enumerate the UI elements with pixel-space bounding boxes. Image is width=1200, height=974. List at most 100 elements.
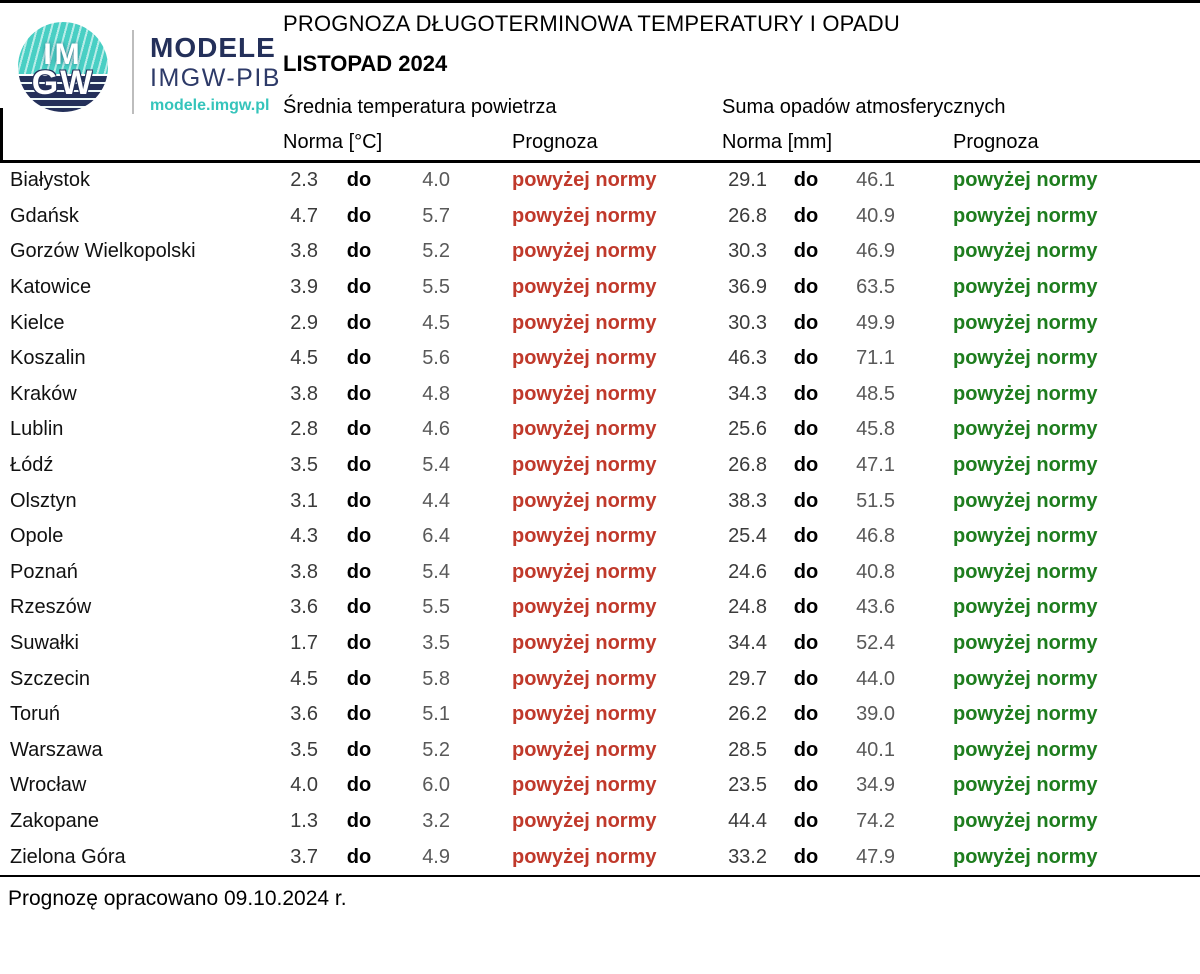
precip-norm-high: 48.5 — [856, 382, 895, 405]
temp-norm-low: 3.1 — [290, 489, 318, 512]
do-separator: do — [793, 596, 819, 619]
do-separator: do — [346, 774, 372, 797]
temp-norm-high: 5.5 — [422, 596, 450, 619]
city-name: Kraków — [10, 382, 77, 405]
forecast-date-note: Prognozę opracowano 09.10.2024 r. — [8, 887, 347, 910]
table-row: Zielona Góra 3.7 do 4.9 powyżej normy 33.2 do 4… — [0, 839, 1200, 875]
precip-prognoza: powyżej normy — [953, 596, 1098, 619]
precip-prognoza: powyżej normy — [953, 560, 1098, 583]
table-row: Katowice 3.9 do 5.5 powyżej normy 36.9 do 63.5 p… — [0, 270, 1200, 306]
do-separator: do — [793, 382, 819, 405]
do-separator: do — [793, 560, 819, 583]
do-separator: do — [346, 454, 372, 477]
city-name: Toruń — [10, 703, 61, 726]
column-header-row: Norma [°C] Prognoza Norma [mm] Prognoza — [0, 131, 1200, 154]
city-name: Suwałki — [10, 632, 79, 655]
city-name: Zielona Góra — [10, 845, 126, 868]
city-name: Gdańsk — [10, 204, 79, 227]
temp-norm-low: 3.8 — [290, 382, 318, 405]
table-row: Rzeszów 3.6 do 5.5 powyżej normy 24.8 do 43.6 po… — [0, 590, 1200, 626]
precip-norm-low: 46.3 — [728, 347, 767, 370]
temp-norm-low: 3.5 — [290, 738, 318, 761]
temp-norm-high: 3.2 — [422, 809, 450, 832]
precip-norm-low: 44.4 — [728, 809, 767, 832]
precip-norm-high: 71.1 — [856, 347, 895, 370]
temp-norm-low: 4.5 — [290, 347, 318, 370]
temp-norm-high: 5.1 — [422, 703, 450, 726]
precip-norm-high: 39.0 — [856, 703, 895, 726]
do-separator: do — [346, 382, 372, 405]
temp-norm-high: 5.4 — [422, 560, 450, 583]
precip-norm-high: 34.9 — [856, 774, 895, 797]
temp-prognoza: powyżej normy — [512, 454, 657, 477]
brand-name: MODELE — [150, 32, 276, 63]
temp-prognoza-header: Prognoza — [512, 131, 598, 153]
city-name: Koszalin — [10, 347, 86, 370]
precip-norm-low: 23.5 — [728, 774, 767, 797]
precip-norm-high: 47.1 — [856, 454, 895, 477]
precip-norm-high: 46.9 — [856, 240, 895, 263]
precip-norm-high: 52.4 — [856, 632, 895, 655]
precip-prognoza: powyżej normy — [953, 454, 1098, 477]
temp-norm-low: 4.7 — [290, 204, 318, 227]
city-name: Olsztyn — [10, 489, 77, 512]
do-separator: do — [793, 276, 819, 299]
precip-norm-low: 26.8 — [728, 204, 767, 227]
precip-norm-high: 51.5 — [856, 489, 895, 512]
precip-norm-low: 25.6 — [728, 418, 767, 441]
table-row: Warszawa 3.5 do 5.2 powyżej normy 28.5 do 40.1 p… — [0, 733, 1200, 769]
temp-norm-low: 1.7 — [290, 632, 318, 655]
precip-prognoza: powyżej normy — [953, 240, 1098, 263]
temp-prognoza: powyżej normy — [512, 204, 657, 227]
precip-norm-high: 40.9 — [856, 204, 895, 227]
do-separator: do — [346, 240, 372, 263]
table-row: Wrocław 4.0 do 6.0 powyżej normy 23.5 do 34.9 po… — [0, 768, 1200, 804]
city-name: Kielce — [10, 311, 65, 334]
section-spacer — [0, 96, 283, 119]
temp-norm-high: 3.5 — [422, 632, 450, 655]
temp-prognoza: powyżej normy — [512, 525, 657, 548]
city-name: Wrocław — [10, 774, 87, 797]
do-separator: do — [346, 596, 372, 619]
precip-norm-high: 46.1 — [856, 169, 895, 192]
precip-norm-high: 43.6 — [856, 596, 895, 619]
do-separator: do — [346, 738, 372, 761]
temp-prognoza: powyżej normy — [512, 347, 657, 370]
logo-divider — [132, 30, 134, 114]
table-row: Olsztyn 3.1 do 4.4 powyżej normy 38.3 do 51.5 po… — [0, 483, 1200, 519]
page-title: PROGNOZA DŁUGOTERMINOWA TEMPERATURY I OP… — [283, 11, 900, 36]
city-name: Gorzów Wielkopolski — [10, 240, 196, 263]
city-name: Katowice — [10, 276, 92, 299]
temp-prognoza: powyżej normy — [512, 596, 657, 619]
temp-prognoza: powyżej normy — [512, 276, 657, 299]
brand-org: IMGW-PIB — [150, 64, 281, 92]
temp-norm-high: 6.0 — [422, 774, 450, 797]
table-row: Poznań 3.8 do 5.4 powyżej normy 24.6 do 40.8 pow… — [0, 555, 1200, 591]
temp-prognoza: powyżej normy — [512, 382, 657, 405]
temp-norma-header: Norma [°C] — [283, 131, 383, 153]
header-separator-line — [0, 160, 1200, 163]
temp-prognoza: powyżej normy — [512, 632, 657, 655]
precip-norm-high: 63.5 — [856, 276, 895, 299]
precip-prognoza: powyżej normy — [953, 311, 1098, 334]
precip-prognoza: powyżej normy — [953, 489, 1098, 512]
precip-prognoza: powyżej normy — [953, 276, 1098, 299]
precip-norm-low: 26.2 — [728, 703, 767, 726]
precip-norm-high: 44.0 — [856, 667, 895, 690]
city-name: Warszawa — [10, 738, 103, 761]
precip-norm-low: 38.3 — [728, 489, 767, 512]
temp-norm-high: 5.5 — [422, 276, 450, 299]
precip-norm-high: 46.8 — [856, 525, 895, 548]
do-separator: do — [346, 667, 372, 690]
temp-norm-high: 4.6 — [422, 418, 450, 441]
do-separator: do — [346, 276, 372, 299]
do-separator: do — [793, 703, 819, 726]
precip-norma-header: Norma [mm] — [722, 131, 832, 153]
temp-norm-low: 3.8 — [290, 240, 318, 263]
temp-norm-low: 3.6 — [290, 596, 318, 619]
temp-prognoza: powyżej normy — [512, 667, 657, 690]
precip-prognoza: powyżej normy — [953, 169, 1098, 192]
precip-prognoza: powyżej normy — [953, 632, 1098, 655]
temp-norm-high: 4.4 — [422, 489, 450, 512]
precip-section-header: Suma opadów atmosferycznych — [722, 96, 1006, 118]
